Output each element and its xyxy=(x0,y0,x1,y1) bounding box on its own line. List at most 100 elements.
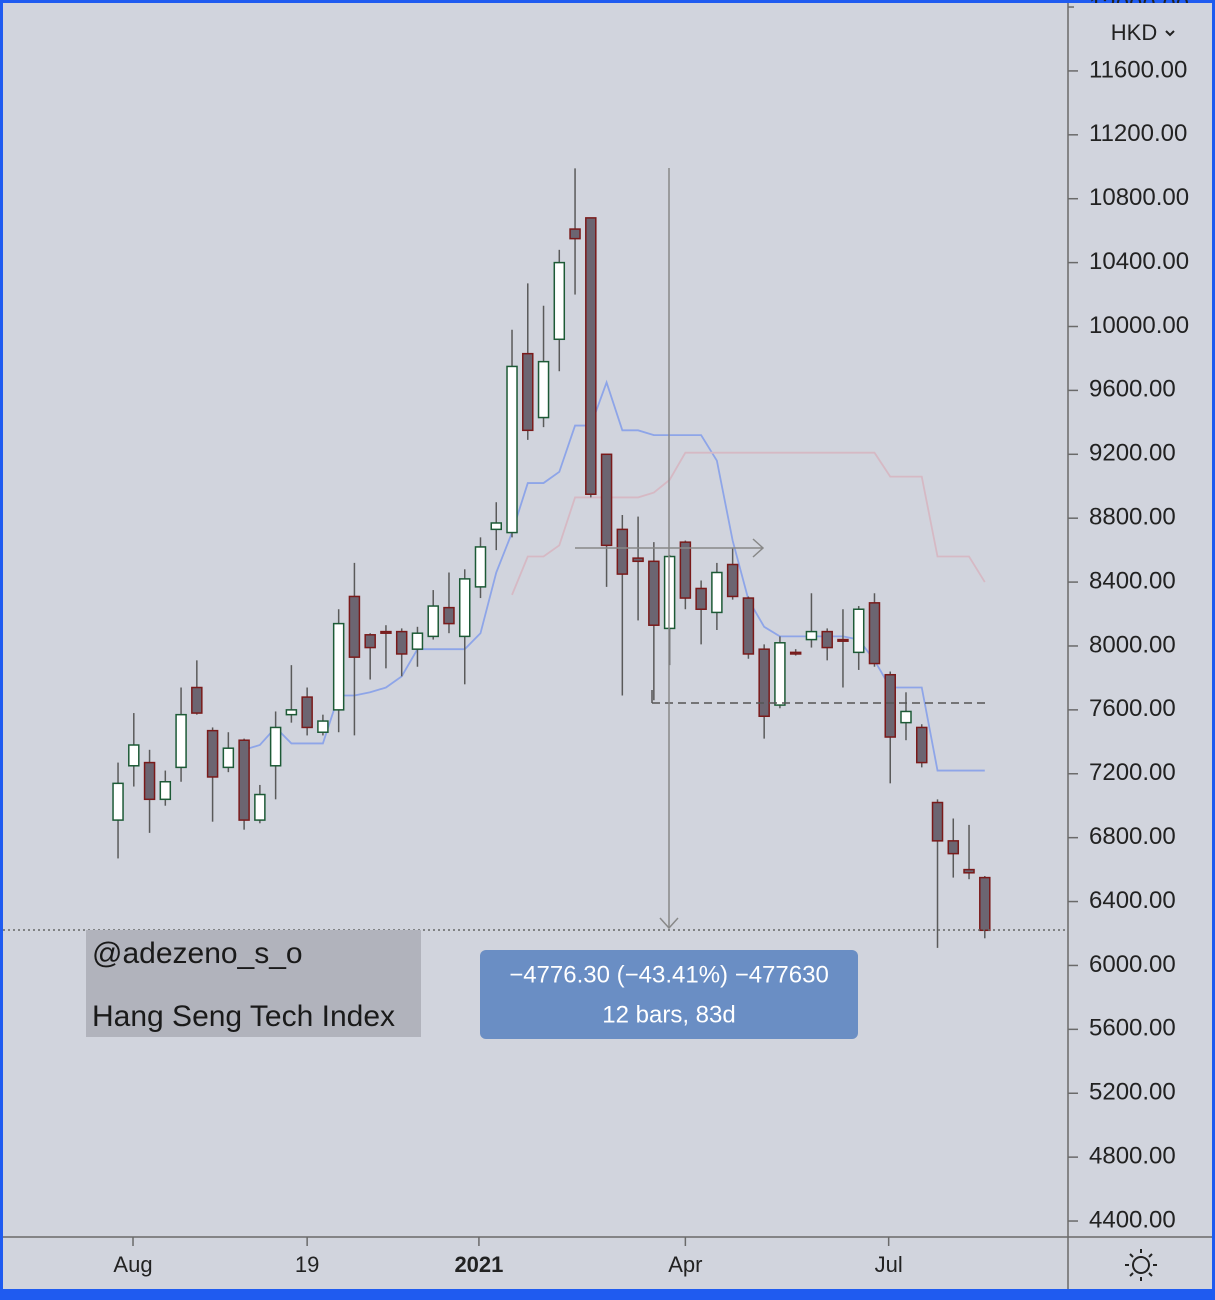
candle-body xyxy=(963,868,975,874)
candle-body xyxy=(222,747,235,769)
x-tick-label: Aug xyxy=(113,1252,152,1277)
candle-body xyxy=(458,578,471,638)
candle-body xyxy=(506,365,518,534)
candle-body xyxy=(380,630,392,634)
candle-body xyxy=(947,840,960,855)
y-tick-label: 8400.00 xyxy=(1089,567,1176,594)
candle-body xyxy=(332,622,345,711)
sun-ray[interactable] xyxy=(1129,1253,1134,1258)
candle-body xyxy=(238,739,250,821)
candle-body xyxy=(979,876,991,932)
candle-body xyxy=(285,709,298,716)
candle-body xyxy=(112,782,124,821)
candle-body xyxy=(348,595,361,658)
y-tick-label: 4400.00 xyxy=(1089,1206,1176,1233)
candle-body xyxy=(553,261,566,341)
y-tick-label: 11600.00 xyxy=(1089,56,1187,83)
candle-body xyxy=(726,563,739,598)
y-tick-label: 6400.00 xyxy=(1089,887,1176,914)
candle-body xyxy=(490,522,503,531)
measure-text: 12 bars, 83d xyxy=(602,1001,735,1028)
candle-body xyxy=(395,630,408,655)
candle-body xyxy=(852,608,865,654)
candle-body xyxy=(411,632,424,650)
watermark-box xyxy=(86,930,421,1037)
candle-body xyxy=(522,352,534,432)
theme-icon[interactable] xyxy=(1125,1249,1157,1281)
candle-body xyxy=(884,673,896,738)
measure-arrow xyxy=(659,917,679,930)
candle-body xyxy=(191,686,203,714)
y-tick-label: 4800.00 xyxy=(1089,1142,1176,1169)
sun-core[interactable] xyxy=(1132,1256,1150,1274)
candle-body xyxy=(206,729,219,778)
candle-body xyxy=(758,648,770,718)
y-tick-label: 8800.00 xyxy=(1089,504,1176,531)
y-tick-label: 5600.00 xyxy=(1089,1015,1176,1042)
candle-body xyxy=(585,217,597,495)
sun-ray[interactable] xyxy=(1129,1272,1134,1277)
candle-body xyxy=(774,642,786,706)
candle-body xyxy=(679,541,692,599)
candle-body xyxy=(443,606,455,625)
indicator-line xyxy=(243,379,985,772)
candle-body xyxy=(931,801,944,842)
candle-body xyxy=(269,726,282,767)
candle-body xyxy=(175,713,187,769)
y-tick-label: 10000.00 xyxy=(1089,312,1189,339)
indicator-line xyxy=(511,451,986,596)
y-tick-label: 7600.00 xyxy=(1089,695,1176,722)
candle-body xyxy=(821,630,833,649)
candle-body xyxy=(364,634,376,649)
candle-body xyxy=(128,744,140,767)
candle-body xyxy=(632,557,644,563)
measure-text: −4776.30 (−43.41%) −477630 xyxy=(509,961,829,988)
y-tick-label: 7200.00 xyxy=(1089,759,1176,786)
y-tick-label: 8000.00 xyxy=(1089,631,1176,658)
y-tick-label: 9600.00 xyxy=(1089,376,1176,403)
sun-ray[interactable] xyxy=(1148,1272,1153,1277)
candle-body xyxy=(805,630,818,641)
sun-ray[interactable] xyxy=(1148,1253,1153,1258)
measure-box xyxy=(480,950,858,1039)
candle-body xyxy=(648,560,660,626)
candle-body xyxy=(301,696,313,729)
candle-body xyxy=(711,571,723,614)
candle-body xyxy=(474,546,487,588)
currency-label[interactable]: HKD xyxy=(1111,20,1157,45)
watermark-text: Hang Seng Tech Index xyxy=(92,1000,395,1033)
watermark-text: @adezeno_s_o xyxy=(92,937,303,970)
measure-arrow xyxy=(752,538,765,558)
candle-body xyxy=(254,793,266,821)
drawing-tools xyxy=(3,168,1068,931)
candle-body xyxy=(569,228,581,240)
plot-area xyxy=(112,168,991,948)
candle-body xyxy=(916,726,928,764)
y-tick-label: 9200.00 xyxy=(1089,440,1176,467)
currency-chevron[interactable] xyxy=(1165,30,1175,37)
candle-body xyxy=(789,651,802,655)
candle-body xyxy=(143,761,156,801)
currency-bg xyxy=(1074,3,1212,50)
y-tick-label: 6800.00 xyxy=(1089,823,1176,850)
candle-body xyxy=(837,638,849,642)
candle-body xyxy=(600,453,613,547)
candle-body xyxy=(159,781,172,801)
x-tick-label: Apr xyxy=(668,1252,702,1277)
candle-body xyxy=(616,528,629,575)
candle-body xyxy=(427,605,439,638)
candle-body xyxy=(900,710,912,724)
candle-body xyxy=(537,360,550,419)
axes: 4400.00 4800.00 5200.00 5600.00 6000.00 6400.… xyxy=(113,0,1189,1277)
candle-body xyxy=(868,602,881,665)
x-tick-label: 2021 xyxy=(454,1252,503,1277)
candle-body xyxy=(742,597,755,655)
y-tick-label: 6000.00 xyxy=(1089,951,1176,978)
y-tick-label: 5200.00 xyxy=(1089,1079,1176,1106)
y-tick-label: 10400.00 xyxy=(1089,248,1189,275)
y-tick-label: 10800.00 xyxy=(1089,184,1189,211)
x-tick-label: Jul xyxy=(875,1252,903,1277)
y-tick-label: 11200.00 xyxy=(1089,120,1187,147)
